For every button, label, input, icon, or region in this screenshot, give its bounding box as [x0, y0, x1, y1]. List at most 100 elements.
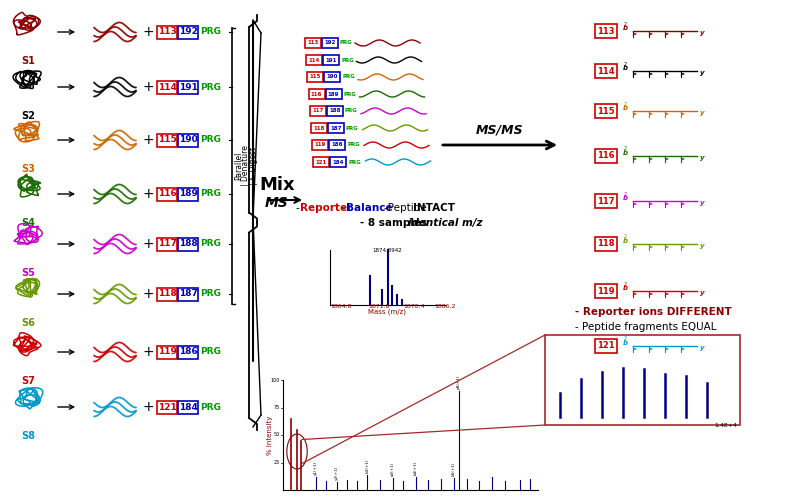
Bar	[595, 64, 617, 78]
Text: +: +	[142, 80, 154, 94]
Text: 117: 117	[597, 196, 615, 205]
Bar	[178, 134, 198, 147]
Text: PRG: PRG	[200, 27, 220, 36]
Text: b4(+1): b4(+1)	[414, 460, 418, 475]
Text: y: y	[700, 290, 704, 296]
Text: 186: 186	[331, 143, 343, 148]
Text: - Peptide fragments EQUAL: - Peptide fragments EQUAL	[575, 322, 716, 332]
Bar	[157, 287, 177, 301]
Text: Parallel: Parallel	[235, 152, 244, 180]
Text: +: +	[142, 25, 154, 39]
Text: PRG: PRG	[200, 189, 220, 198]
Bar	[595, 339, 617, 353]
Text: 116: 116	[158, 189, 177, 198]
Text: 118: 118	[597, 240, 615, 248]
Text: p8(+1): p8(+1)	[457, 375, 461, 389]
Bar	[327, 106, 343, 116]
Text: | Denature: | Denature	[241, 146, 251, 186]
Bar	[157, 25, 177, 38]
Text: PRG: PRG	[342, 75, 355, 80]
Text: 115: 115	[310, 75, 321, 80]
Text: 75: 75	[274, 405, 280, 410]
Text: Reporter: Reporter	[300, 203, 353, 213]
Text: - Reporter ions DIFFERENT: - Reporter ions DIFFERENT	[575, 307, 732, 317]
Text: 2: 2	[624, 21, 627, 26]
Text: PRG: PRG	[200, 136, 220, 145]
Text: PRG: PRG	[346, 126, 359, 131]
Text: Mix: Mix	[259, 176, 295, 194]
Bar	[178, 25, 198, 38]
Text: b: b	[623, 285, 628, 291]
Text: PRG: PRG	[200, 240, 220, 248]
Text: -Peptide: -Peptide	[384, 203, 430, 213]
Bar	[330, 140, 345, 150]
Bar	[157, 81, 177, 93]
Text: 119: 119	[597, 286, 615, 296]
Text: y1(+1): y1(+1)	[314, 461, 318, 475]
Text: +: +	[142, 400, 154, 414]
Text: 192: 192	[324, 40, 336, 46]
Text: 115: 115	[158, 136, 177, 145]
Text: S1: S1	[21, 56, 35, 66]
Text: 1871.8: 1871.8	[369, 304, 390, 309]
Text: b: b	[623, 105, 628, 111]
Text: b: b	[623, 238, 628, 244]
Text: y: y	[700, 200, 704, 206]
Text: 114: 114	[309, 58, 320, 63]
Bar	[328, 123, 344, 133]
Text: 2: 2	[624, 336, 627, 341]
Text: S5: S5	[21, 268, 35, 278]
Bar	[595, 149, 617, 163]
Bar	[311, 123, 327, 133]
Text: 2: 2	[624, 147, 627, 152]
Bar	[595, 24, 617, 38]
Bar	[305, 38, 321, 48]
Text: 114: 114	[597, 67, 615, 76]
Text: 2: 2	[624, 235, 627, 240]
Text: 191: 191	[326, 58, 337, 63]
Bar	[310, 106, 326, 116]
Text: +: +	[142, 345, 154, 359]
Text: 1886.2: 1886.2	[435, 304, 456, 309]
Text: 113: 113	[158, 27, 177, 36]
Bar	[178, 187, 198, 200]
Text: b5(+1): b5(+1)	[452, 461, 456, 476]
Text: S8: S8	[21, 431, 35, 441]
Text: 118: 118	[314, 126, 325, 131]
Text: 187: 187	[178, 289, 197, 299]
Bar	[322, 38, 338, 48]
Text: 190: 190	[326, 75, 338, 80]
Text: b3(+1): b3(+1)	[365, 458, 369, 473]
Text: identical m/z: identical m/z	[408, 218, 482, 228]
Bar	[157, 401, 177, 414]
Text: 116: 116	[311, 91, 322, 96]
Text: 118: 118	[158, 289, 177, 299]
Text: PRG: PRG	[200, 403, 220, 412]
Text: b: b	[623, 150, 628, 156]
Text: MS: MS	[265, 196, 289, 210]
Text: 189: 189	[178, 189, 197, 198]
Text: 116: 116	[597, 152, 615, 161]
Text: 121: 121	[597, 341, 615, 350]
Text: MS/MS: MS/MS	[476, 123, 524, 137]
Bar	[157, 134, 177, 147]
Text: 113: 113	[307, 40, 318, 46]
Text: 192: 192	[178, 27, 197, 36]
Bar	[178, 287, 198, 301]
Text: 188: 188	[178, 240, 197, 248]
Text: PRG: PRG	[344, 91, 357, 96]
Text: 190: 190	[178, 136, 197, 145]
Text: 187: 187	[330, 126, 341, 131]
Bar	[307, 72, 323, 82]
Text: PRG: PRG	[349, 160, 361, 165]
Text: -: -	[296, 203, 300, 213]
Text: Balance: Balance	[346, 203, 392, 213]
Text: S3: S3	[21, 164, 35, 174]
Text: y: y	[700, 70, 704, 76]
Bar	[178, 401, 198, 414]
Bar	[314, 157, 330, 167]
Bar	[157, 345, 177, 358]
Bar	[312, 140, 328, 150]
Text: PRG: PRG	[200, 83, 220, 91]
Bar	[178, 238, 198, 250]
